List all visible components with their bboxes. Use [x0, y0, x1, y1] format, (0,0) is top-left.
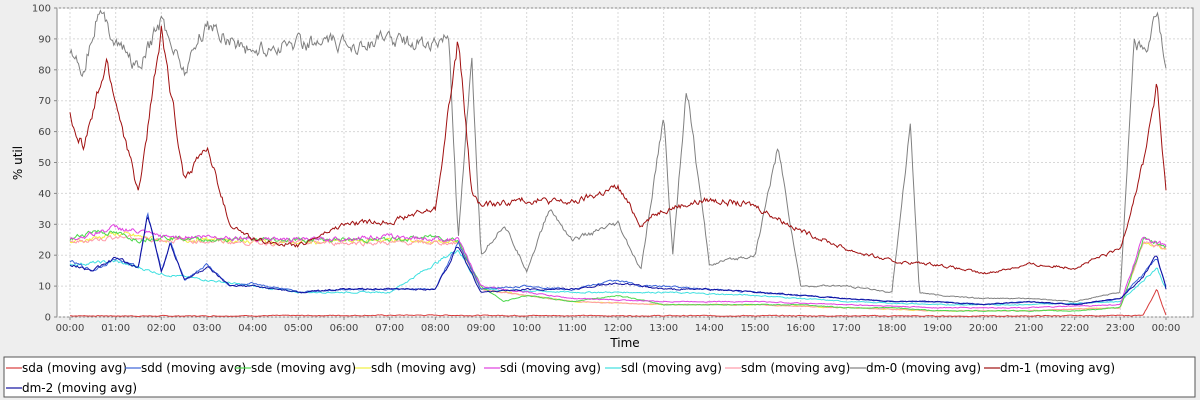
legend: sda (moving avg) sdd (moving avg) sde (mov… — [6, 361, 1115, 395]
x-tick-label: 10:00 — [512, 323, 541, 334]
series-line-dm-0 — [69, 9, 1167, 303]
x-tick-label: 17:00 — [832, 323, 861, 334]
legend-label: sdh (moving avg) — [371, 361, 476, 375]
x-tick-label: 08:00 — [421, 323, 450, 334]
y-tick-label: 30 — [38, 220, 51, 231]
x-tick-label: 02:00 — [147, 323, 176, 334]
x-tick-label: 12:00 — [604, 323, 633, 334]
series-line-dm-1 — [69, 25, 1167, 275]
x-tick-label: 23:00 — [1106, 323, 1135, 334]
y-tick-label: 50 — [38, 158, 51, 169]
series-line-dm-2 — [69, 216, 1167, 306]
x-axis-ticks: 00:00 01:00 02:00 03:00 04:00 05:00 06:00 07:00… — [56, 317, 1181, 334]
x-tick-label: 00:00 — [56, 323, 85, 334]
y-tick-label: 60 — [38, 127, 51, 138]
x-tick-label: 15:00 — [741, 323, 770, 334]
y-axis-ticks: 0 10 20 30 40 50 60 70 80 90 100 — [32, 4, 57, 324]
x-tick-label: 22:00 — [1060, 323, 1089, 334]
x-tick-label: 16:00 — [786, 323, 815, 334]
y-axis-title: % util — [11, 146, 25, 180]
x-tick-label: 20:00 — [969, 323, 998, 334]
x-tick-label: 00:00 — [1152, 323, 1181, 334]
y-tick-label: 90 — [38, 34, 51, 45]
legend-label: sdl (moving avg) — [621, 361, 722, 375]
x-tick-label: 18:00 — [878, 323, 907, 334]
legend-label: sde (moving avg) — [251, 361, 356, 375]
x-axis-title: Time — [609, 336, 639, 350]
y-tick-label: 0 — [45, 313, 51, 324]
series-line-sdm — [69, 234, 1167, 312]
x-tick-label: 03:00 — [193, 323, 222, 334]
series-line-sda — [69, 289, 1167, 318]
y-tick-label: 40 — [38, 189, 51, 200]
x-tick-label: 19:00 — [923, 323, 952, 334]
series-line-sde — [69, 229, 1167, 312]
y-tick-label: 10 — [38, 282, 51, 293]
x-tick-label: 13:00 — [649, 323, 678, 334]
y-tick-label: 70 — [38, 96, 51, 107]
series-lines — [69, 9, 1167, 318]
x-tick-label: 21:00 — [1015, 323, 1044, 334]
x-tick-label: 04:00 — [238, 323, 267, 334]
x-tick-label: 14:00 — [695, 323, 724, 334]
x-tick-label: 07:00 — [375, 323, 404, 334]
x-tick-label: 06:00 — [330, 323, 359, 334]
x-tick-label: 09:00 — [467, 323, 496, 334]
y-tick-label: 100 — [32, 4, 51, 15]
legend-box — [3, 356, 1196, 398]
y-tick-label: 20 — [38, 251, 51, 262]
legend-label: dm-1 (moving avg) — [1000, 361, 1115, 375]
x-tick-label: 11:00 — [558, 323, 587, 334]
legend-label: sdi (moving avg) — [500, 361, 601, 375]
legend-label: sdm (moving avg) — [741, 361, 850, 375]
legend-label: dm-0 (moving avg) — [866, 361, 981, 375]
legend-label: sda (moving avg) — [22, 361, 127, 375]
y-tick-label: 80 — [38, 65, 51, 76]
legend-label: dm-2 (moving avg) — [22, 381, 137, 395]
legend-label: sdd (moving avg) — [141, 361, 246, 375]
x-tick-label: 01:00 — [101, 323, 130, 334]
x-tick-label: 05:00 — [284, 323, 313, 334]
